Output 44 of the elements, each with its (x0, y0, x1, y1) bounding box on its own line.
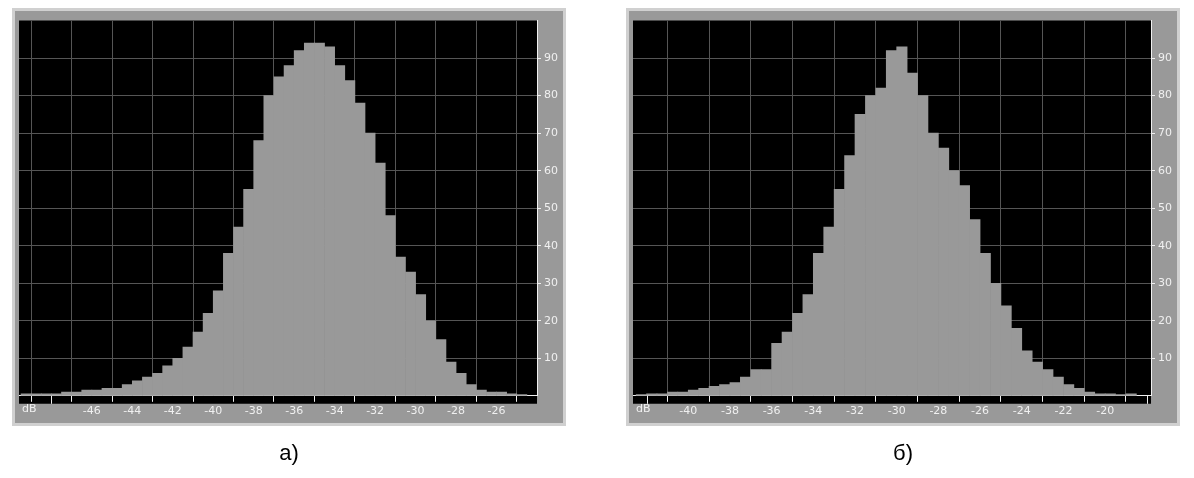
x-tick-label: -28 (929, 404, 948, 418)
y-tick-label: 70 (1158, 126, 1172, 140)
y-tick-label: 10 (544, 351, 558, 365)
x-axis-title: dB (22, 401, 37, 415)
y-tick-label: 90 (1158, 50, 1172, 64)
y-tick-label: 40 (544, 238, 558, 252)
y-tick-label: 30 (544, 276, 558, 290)
x-tick-label: -42 (163, 404, 182, 418)
text: а) (279, 440, 299, 466)
x-tick-label: -40 (204, 404, 223, 418)
x-tick-label: -32 (846, 404, 864, 418)
x-tick-label: -26 (487, 404, 506, 418)
x-tick-label: -22 (1054, 404, 1073, 418)
x-tick-label: -28 (447, 404, 466, 418)
y-tick-label: 60 (1158, 163, 1172, 177)
y-tick-label: 60 (544, 163, 558, 177)
x-tick-label: -38 (720, 404, 739, 418)
y-tick-label: 80 (544, 88, 558, 102)
y-tick-label: 80 (1158, 88, 1172, 102)
text: б) (893, 440, 913, 466)
x-tick-label: -40 (679, 404, 698, 418)
y-tick-label: 40 (1158, 238, 1172, 252)
x-tick-label: -24 (1012, 404, 1031, 418)
x-tick-label: -34 (804, 404, 823, 418)
x-tick-label: -44 (123, 404, 142, 418)
x-tick-label: -46 (82, 404, 101, 418)
x-tick-label: -36 (762, 404, 781, 418)
x-tick-label: -30 (887, 404, 906, 418)
y-tick-label: 70 (544, 126, 558, 140)
y-tick-label: 30 (1158, 276, 1172, 290)
x-tick-label: -32 (366, 404, 385, 418)
x-tick-label: -38 (244, 404, 263, 418)
y-tick-label: 50 (1158, 201, 1172, 215)
x-tick-label: -20 (1096, 404, 1115, 418)
x-tick-label: -34 (325, 404, 344, 418)
x-axis-title: dB (636, 401, 651, 415)
x-tick-label: -36 (285, 404, 304, 418)
y-tick-label: 20 (544, 313, 558, 327)
y-tick-label: 10 (1158, 351, 1172, 365)
y-tick-label: 90 (544, 50, 558, 64)
y-tick-label: 20 (1158, 313, 1172, 327)
x-tick-label: -30 (406, 404, 425, 418)
x-tick-label: -26 (971, 404, 990, 418)
y-tick-label: 50 (544, 201, 558, 215)
